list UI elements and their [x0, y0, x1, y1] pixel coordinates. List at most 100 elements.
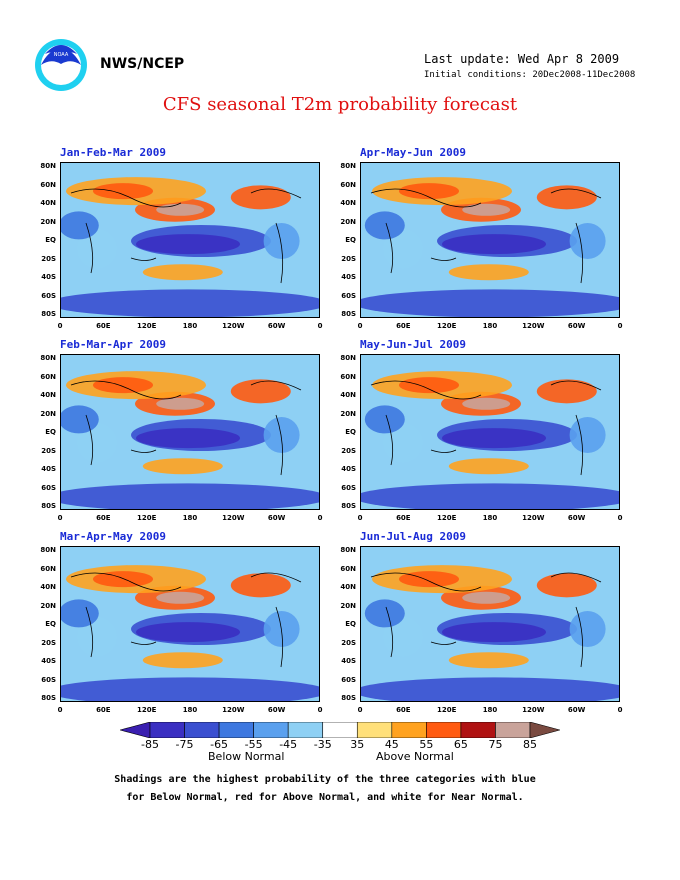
lon-tick-label: 0: [57, 706, 63, 714]
lat-tick-label: 60N: [40, 372, 56, 381]
lat-tick-label: 20S: [341, 446, 356, 455]
noaa-logo: NOAA: [35, 39, 87, 91]
lon-tick-label: 120E: [136, 322, 157, 330]
lon-tick-label: 0: [317, 514, 323, 522]
panel-title: May-Jun-Jul 2009: [360, 338, 466, 351]
svg-text:NOAA: NOAA: [54, 52, 69, 58]
lon-tick-label: 0: [617, 322, 623, 330]
lon-tick-label: 60E: [96, 322, 111, 330]
lat-tick-label: 40S: [341, 657, 356, 665]
colorbar-label: -65: [210, 738, 229, 751]
lat-tick-label: 20S: [41, 254, 56, 263]
forecast-map: [360, 546, 620, 702]
colorbar-swatch: [426, 722, 462, 738]
lat-tick-label: 80N: [40, 354, 56, 362]
lon-tick-label: 120E: [436, 706, 457, 714]
lat-tick-label: EQ: [45, 236, 56, 244]
footnote-line-2: for Below Normal, red for Above Normal, …: [126, 792, 524, 803]
lat-tick-label: EQ: [345, 428, 356, 436]
colorbar-label: -45: [279, 738, 298, 751]
colorbar: [120, 722, 560, 738]
lat-tick-label: 60N: [340, 180, 356, 189]
lat-tick-label: 60N: [340, 372, 356, 381]
lon-tick-label: 60W: [567, 322, 586, 330]
colorbar-swatch: [460, 722, 496, 738]
lat-tick-label: 40S: [341, 465, 356, 473]
colorbar-swatch: [287, 722, 324, 738]
lon-tick-label: 0: [57, 322, 63, 330]
lon-tick-label: 0: [357, 706, 363, 714]
lon-tick-label: 120W: [522, 322, 545, 330]
colorbar-swatch: [495, 722, 531, 738]
colorbar-label: 65: [453, 738, 468, 751]
colorbar-label: 85: [523, 738, 537, 751]
lat-tick-label: 80N: [340, 162, 356, 170]
panel-title: Apr-May-Jun 2009: [360, 146, 466, 159]
colorbar-label: -35: [313, 738, 332, 751]
lat-tick-label: 40S: [341, 273, 356, 281]
lat-tick-label: 20S: [41, 446, 56, 455]
lat-tick-label: 20S: [41, 638, 56, 647]
lon-tick-label: 60E: [396, 706, 411, 714]
forecast-map: [360, 354, 620, 510]
map-panel-jja: Jun-Jul-Aug 2009 80N 60N 40N 20N EQ 20S 40S 60S…: [340, 530, 660, 724]
initial-conditions: Initial conditions: 20Dec2008-11Dec2008: [424, 70, 636, 80]
colorbar-label: -85: [141, 738, 159, 751]
lat-tick-label: 80S: [41, 310, 56, 318]
lat-tick-label: 60N: [40, 180, 56, 189]
colorbar-label: 45: [384, 738, 399, 751]
panel-title: Jun-Jul-Aug 2009: [360, 530, 466, 543]
lat-tick-label: EQ: [345, 620, 356, 628]
lon-tick-label: 0: [617, 706, 623, 714]
lat-tick-label: 60S: [41, 483, 56, 492]
colorbar-swatch: [218, 722, 254, 738]
lat-tick-label: 60N: [40, 564, 56, 573]
map-panel-mam: Mar-Apr-May 2009 80N 60N 40N 20N EQ 20S 40S 60S…: [40, 530, 360, 724]
lon-tick-label: 120W: [522, 514, 545, 522]
lat-tick-label: 40N: [340, 199, 356, 207]
lon-tick-label: 60W: [267, 322, 286, 330]
page-title: CFS seasonal T2m probability forecast: [162, 94, 518, 115]
above-normal-label: Above Normal: [376, 750, 454, 763]
lat-tick-label: 80N: [340, 354, 356, 362]
colorbar-swatch: [391, 722, 427, 738]
map-panel-mjj: May-Jun-Jul 2009 80N 60N 40N 20N EQ 20S 40S 60S…: [340, 338, 660, 532]
lon-tick-label: 180: [182, 514, 198, 522]
lat-tick-label: 40N: [340, 583, 356, 591]
map-panel-jfm: Jan-Feb-Mar 2009 80N 60N 40N 20N EQ 20S 40S 60S…: [40, 146, 360, 340]
lon-tick-label: 180: [482, 514, 498, 522]
agency-name: NWS/NCEP: [100, 56, 185, 72]
lat-tick-label: EQ: [345, 236, 356, 244]
lon-tick-label: 120W: [222, 706, 245, 714]
lon-tick-label: 120W: [522, 706, 545, 714]
lat-tick-label: 80N: [340, 546, 356, 554]
lat-tick-label: 20N: [40, 409, 56, 418]
lat-tick-label: 20N: [40, 217, 56, 226]
lon-tick-label: 60E: [396, 514, 411, 522]
lon-tick-label: 60W: [567, 706, 586, 714]
colorbar-label: 35: [350, 738, 365, 751]
lat-tick-label: 40S: [41, 657, 56, 665]
lat-tick-label: 80S: [41, 502, 56, 510]
lat-tick-label: 40N: [340, 391, 356, 399]
lon-tick-label: 120W: [222, 514, 245, 522]
lat-tick-label: 40S: [41, 273, 56, 281]
footnote-line-1: Shadings are the highest probability of …: [114, 774, 536, 785]
lat-tick-label: 40S: [41, 465, 56, 473]
lat-tick-label: 80N: [40, 162, 56, 170]
lon-tick-label: 180: [482, 322, 498, 330]
colorbar-swatch: [184, 722, 220, 738]
forecast-map: [360, 162, 620, 318]
lat-tick-label: 80N: [40, 546, 56, 554]
colorbar-label: -75: [175, 738, 194, 751]
lat-tick-label: 20N: [340, 409, 356, 418]
panel-title: Jan-Feb-Mar 2009: [60, 146, 166, 159]
lat-tick-label: 80S: [341, 502, 356, 510]
colorbar-swatch: [322, 722, 358, 738]
lat-tick-label: 40N: [40, 583, 56, 591]
lon-tick-label: 60E: [396, 322, 411, 330]
lat-tick-label: 80S: [41, 694, 56, 702]
lat-tick-label: 60S: [41, 675, 56, 684]
lon-tick-label: 0: [617, 514, 623, 522]
colorbar-label: 75: [488, 738, 503, 751]
